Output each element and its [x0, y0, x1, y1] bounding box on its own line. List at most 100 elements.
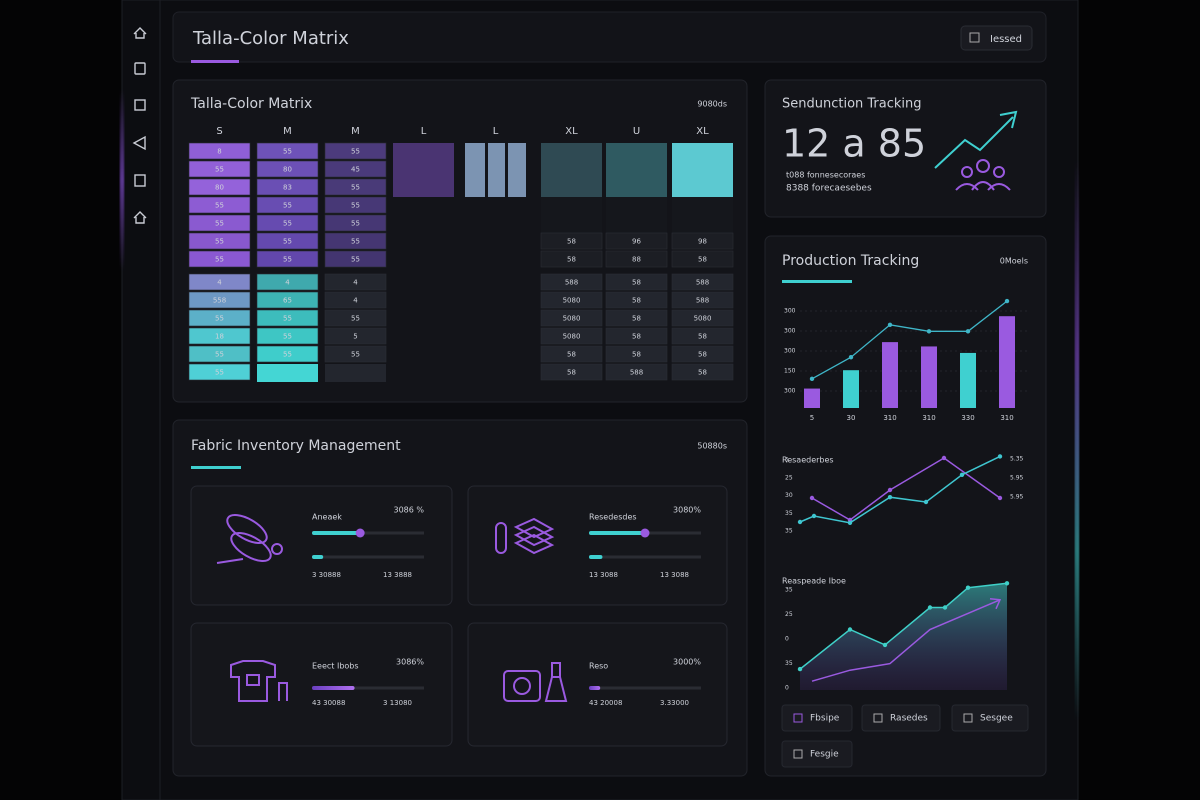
header-bar: [172, 11, 1047, 63]
cell-label: 58: [698, 351, 707, 359]
nav-icon[interactable]: [134, 62, 146, 75]
cell-label: 58: [567, 256, 576, 264]
card-footer: 3 13080: [383, 699, 412, 707]
matrix-cell: [672, 161, 733, 179]
cell-label: 5080: [563, 333, 581, 341]
matrix-cell: [672, 197, 733, 215]
line-point: [959, 472, 965, 477]
cell-label: 80: [215, 184, 224, 192]
cell-label: 88: [632, 256, 641, 264]
nav-icon[interactable]: [134, 99, 146, 111]
nav-icon[interactable]: [133, 27, 147, 39]
cell-label: 55: [283, 351, 292, 359]
matrix-cell: [540, 327, 603, 345]
y-label: 300: [784, 308, 796, 315]
matrix-cell: [606, 179, 667, 197]
nav-icon[interactable]: [134, 174, 146, 187]
button-bg: [781, 740, 853, 768]
nav-icon[interactable]: [133, 211, 147, 224]
cell-label: 5080: [563, 297, 581, 305]
matrix-cell: [256, 250, 319, 268]
inventory-card: [190, 622, 453, 747]
cell-label: 55: [283, 256, 292, 264]
line: [811, 300, 1008, 380]
x-label: 310: [922, 414, 935, 422]
panel-title: Production Tracking: [782, 253, 919, 269]
chart-button[interactable]: Fbsipe: [781, 704, 853, 732]
chart-button[interactable]: Rasedes: [861, 704, 941, 732]
line-point: [809, 376, 815, 382]
inventory-card: [190, 485, 453, 606]
matrix-cell: [324, 345, 387, 363]
matrix-cell: [465, 179, 526, 197]
matrix-cell: [465, 143, 526, 161]
icon-part: [246, 674, 260, 686]
summary-caption: t088 fonnesecoraes: [786, 171, 865, 180]
matrix-cell: [393, 161, 454, 179]
card-percent: 3086%: [396, 658, 424, 667]
line-point: [887, 487, 893, 493]
x-label: 330: [961, 414, 974, 422]
matrix-cell: [256, 273, 319, 291]
card-footer: 13 3088: [589, 571, 618, 579]
x-label: 310: [883, 414, 896, 422]
matrix-cell: [541, 143, 602, 161]
column-header: M: [351, 126, 360, 137]
button-label: Fbsipe: [810, 714, 840, 724]
cell-label: 58: [632, 279, 641, 287]
sidebar: [132, 27, 147, 224]
column-header: L: [493, 126, 499, 137]
icon-part: [226, 514, 268, 544]
icon-part: [544, 662, 568, 702]
column-header: M: [283, 126, 292, 137]
chart-button[interactable]: Sesgee: [951, 704, 1029, 732]
cell-label: 55: [351, 220, 360, 228]
matrix-cell: [324, 309, 387, 327]
line-point: [923, 499, 929, 505]
cell-label: 55: [215, 369, 224, 377]
matrix-cell: [188, 214, 251, 232]
right-label: 5.95: [1010, 494, 1024, 501]
icon-part: [495, 522, 507, 554]
nav-icon[interactable]: [132, 135, 146, 151]
matrix-cell: [671, 363, 734, 381]
matrix-cell: [605, 232, 668, 250]
y-label: 300: [784, 388, 796, 395]
cell-label: 558: [213, 297, 226, 305]
button-icon: [793, 713, 803, 723]
matrix-cell: [256, 232, 319, 250]
summary-panel: [764, 79, 1047, 218]
line-point: [811, 513, 817, 519]
matrix-cell: [541, 215, 602, 233]
line-point: [1004, 298, 1010, 304]
header-button[interactable]: [960, 25, 1033, 51]
line-point: [848, 355, 854, 360]
matrix-cell: [188, 273, 251, 291]
matrix-cell: [188, 196, 251, 214]
inventory-card: [467, 485, 728, 606]
cell-label: 55: [283, 202, 292, 210]
matrix-cell: [324, 142, 387, 160]
panel-title: Fabric Inventory Management: [191, 438, 401, 454]
card-footer: 3.33000: [660, 699, 689, 707]
card-icon: [503, 662, 568, 702]
matrix-cell: [540, 273, 603, 291]
line-point: [942, 605, 948, 610]
summary-subcaption: 8388 forecaesebes: [786, 184, 872, 194]
matrix-cell: [605, 250, 668, 268]
cell-label: 58: [632, 351, 641, 359]
cell-label: 55: [351, 351, 360, 359]
right-label: 5.35: [1010, 456, 1024, 463]
matrix-cell: [256, 214, 319, 232]
title-underline: [191, 466, 241, 469]
icon-part: [513, 517, 555, 539]
card-name: Eeect Ibobs: [312, 662, 359, 671]
bar: [999, 316, 1015, 408]
matrix-cell: [256, 327, 319, 345]
matrix-cell: [256, 291, 319, 309]
chart-button[interactable]: Fesgie: [781, 740, 853, 768]
y-label: 300: [784, 348, 796, 355]
matrix-cell: [188, 291, 251, 309]
cell-label: 55: [215, 220, 224, 228]
